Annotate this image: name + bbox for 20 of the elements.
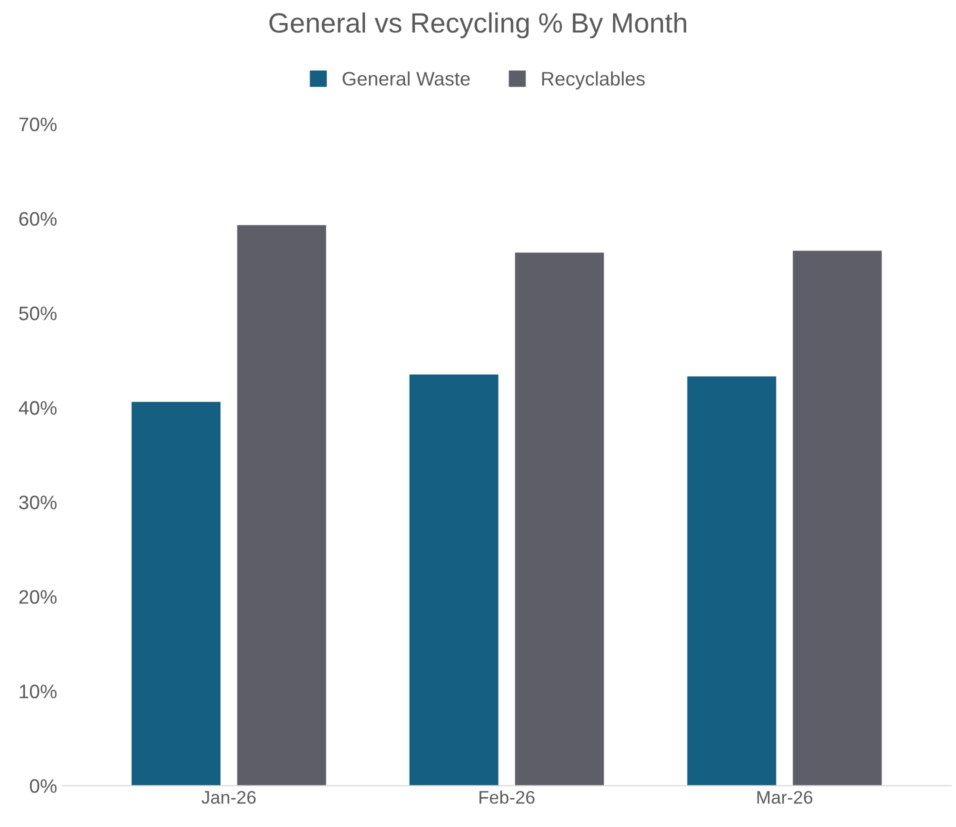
y-tick-label: 40% xyxy=(18,401,57,415)
legend-label: General Waste xyxy=(342,71,470,86)
bar xyxy=(792,250,882,786)
bar xyxy=(515,252,604,786)
bar xyxy=(237,225,326,786)
y-tick-label: 70% xyxy=(19,118,57,132)
x-tick-label: Mar-26 xyxy=(757,790,812,804)
x-tick-label: Jan-26 xyxy=(202,790,256,804)
y-tick-label: 20% xyxy=(19,590,57,604)
bar xyxy=(687,376,776,786)
chart-title: General vs Recycling % By Month xyxy=(269,12,686,38)
x-tick-label: Feb-26 xyxy=(480,790,534,804)
y-tick-label: 60% xyxy=(19,212,57,226)
bar xyxy=(132,402,221,786)
y-tick-label: 50% xyxy=(19,306,57,320)
bar xyxy=(409,374,498,786)
legend-label: Recyclables xyxy=(542,71,645,90)
y-tick-label: 0% xyxy=(30,779,57,793)
y-tick-label: 30% xyxy=(19,496,57,510)
y-tick-label: 10% xyxy=(20,684,57,698)
